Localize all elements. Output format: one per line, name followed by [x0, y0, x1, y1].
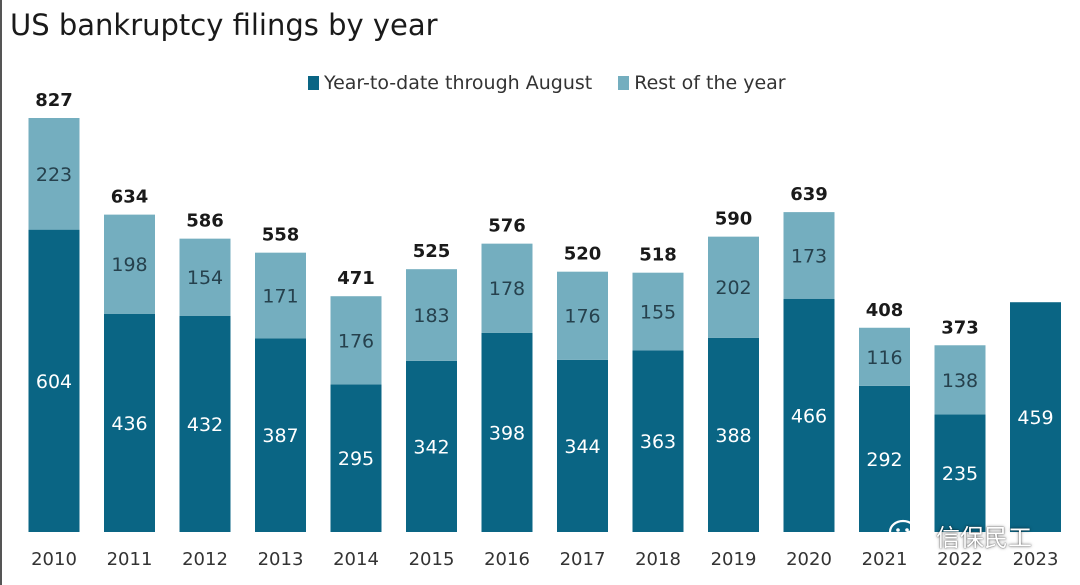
- label-ytd-2014: 295: [338, 448, 374, 470]
- total-label-2021: 408: [866, 300, 904, 321]
- bar-ytd-2010: [28, 229, 80, 532]
- label-ytd-2017: 344: [564, 436, 600, 458]
- x-tick-2021: 2021: [862, 549, 908, 570]
- label-ytd-2011: 436: [111, 413, 147, 435]
- x-tick-2012: 2012: [182, 549, 228, 570]
- label-ytd-2023: 459: [1017, 407, 1053, 429]
- bar-ytd-2023: [1010, 302, 1061, 532]
- x-tick-2010: 2010: [31, 549, 77, 570]
- chart-legend: Year-to-date through August Rest of the …: [308, 72, 812, 94]
- x-tick-2014: 2014: [333, 549, 379, 570]
- total-label-2016: 576: [488, 216, 526, 237]
- label-rest-2019: 202: [715, 277, 751, 299]
- x-tick-2011: 2011: [107, 549, 153, 570]
- legend-label-ytd: Year-to-date through August: [324, 72, 593, 94]
- legend-label-rest: Rest of the year: [634, 72, 786, 94]
- label-rest-2014: 176: [338, 330, 374, 352]
- x-tick-2015: 2015: [409, 549, 455, 570]
- label-rest-2022: 138: [942, 370, 978, 392]
- legend-item-rest: Rest of the year: [618, 72, 786, 94]
- bar-ytd-2020: [783, 298, 835, 532]
- x-tick-2023: 2023: [1013, 549, 1059, 570]
- label-rest-2011: 198: [111, 254, 147, 276]
- x-tick-2022: 2022: [937, 549, 983, 570]
- x-tick-2019: 2019: [711, 549, 757, 570]
- x-tick-2016: 2016: [484, 549, 530, 570]
- bar-ytd-2014: [330, 384, 382, 532]
- bar-rest-2011: [104, 214, 155, 314]
- bar-ytd-2018: [632, 350, 684, 532]
- bar-ytd-2022: [934, 414, 986, 532]
- label-ytd-2021: 292: [866, 449, 902, 471]
- x-tick-2013: 2013: [258, 549, 304, 570]
- bar-ytd-2013: [255, 338, 306, 532]
- label-ytd-2016: 398: [489, 422, 525, 444]
- bar-ytd-2019: [708, 337, 759, 532]
- bar-rest-2022: [934, 345, 986, 415]
- bar-rest-2015: [406, 269, 457, 361]
- watermark-text: 信保民工: [936, 524, 1032, 552]
- label-ytd-2015: 342: [413, 436, 449, 458]
- label-rest-2010: 223: [36, 164, 72, 186]
- total-label-2017: 520: [564, 244, 602, 265]
- label-ytd-2010: 604: [36, 371, 72, 393]
- bar-ytd-2015: [406, 360, 457, 532]
- bar-rest-2017: [557, 271, 608, 360]
- bar-ytd-2011: [104, 313, 155, 532]
- chart-title: US bankruptcy filings by year: [10, 8, 438, 42]
- total-label-2013: 558: [262, 225, 300, 246]
- watermark: 信保民工: [888, 518, 1032, 553]
- label-ytd-2013: 387: [262, 425, 298, 447]
- x-tick-2020: 2020: [786, 549, 832, 570]
- label-rest-2020: 173: [791, 245, 827, 267]
- bar-rest-2013: [255, 252, 306, 339]
- label-ytd-2018: 363: [640, 431, 676, 453]
- label-ytd-2020: 466: [791, 405, 827, 427]
- total-label-2010: 827: [35, 90, 73, 111]
- total-label-2015: 525: [413, 241, 451, 262]
- total-label-2020: 639: [790, 184, 828, 205]
- bar-rest-2020: [783, 212, 835, 299]
- label-rest-2012: 154: [187, 267, 223, 289]
- bar-rest-2012: [179, 238, 231, 316]
- total-label-2014: 471: [337, 268, 375, 289]
- bar-ytd-2021: [859, 385, 910, 532]
- bar-ytd-2012: [179, 315, 231, 532]
- label-rest-2021: 116: [866, 347, 902, 369]
- legend-swatch-rest: [618, 76, 630, 90]
- bar-rest-2016: [481, 243, 533, 333]
- wechat-icon: [888, 519, 927, 550]
- label-ytd-2022: 235: [942, 463, 978, 485]
- label-rest-2016: 178: [489, 278, 525, 300]
- x-tick-2018: 2018: [635, 549, 681, 570]
- total-label-2018: 518: [639, 245, 677, 266]
- label-rest-2017: 176: [564, 306, 600, 328]
- total-label-2022: 373: [941, 317, 979, 338]
- bar-rest-2018: [632, 272, 684, 351]
- x-tick-2017: 2017: [560, 549, 606, 570]
- label-rest-2015: 183: [413, 305, 449, 327]
- bar-rest-2021: [859, 327, 910, 386]
- bar-rest-2010: [28, 118, 80, 230]
- bar-rest-2019: [708, 236, 759, 338]
- label-rest-2013: 171: [262, 285, 298, 307]
- bar-ytd-2016: [481, 332, 533, 532]
- label-ytd-2012: 432: [187, 414, 223, 436]
- label-ytd-2019: 388: [715, 425, 751, 447]
- bar-ytd-2017: [557, 359, 608, 532]
- total-label-2011: 634: [111, 187, 149, 208]
- total-label-2019: 590: [715, 209, 753, 230]
- total-label-2012: 586: [186, 211, 224, 232]
- legend-item-ytd: Year-to-date through August: [308, 72, 592, 94]
- label-rest-2018: 155: [640, 301, 676, 323]
- bar-rest-2014: [330, 296, 382, 385]
- legend-swatch-ytd: [308, 76, 319, 90]
